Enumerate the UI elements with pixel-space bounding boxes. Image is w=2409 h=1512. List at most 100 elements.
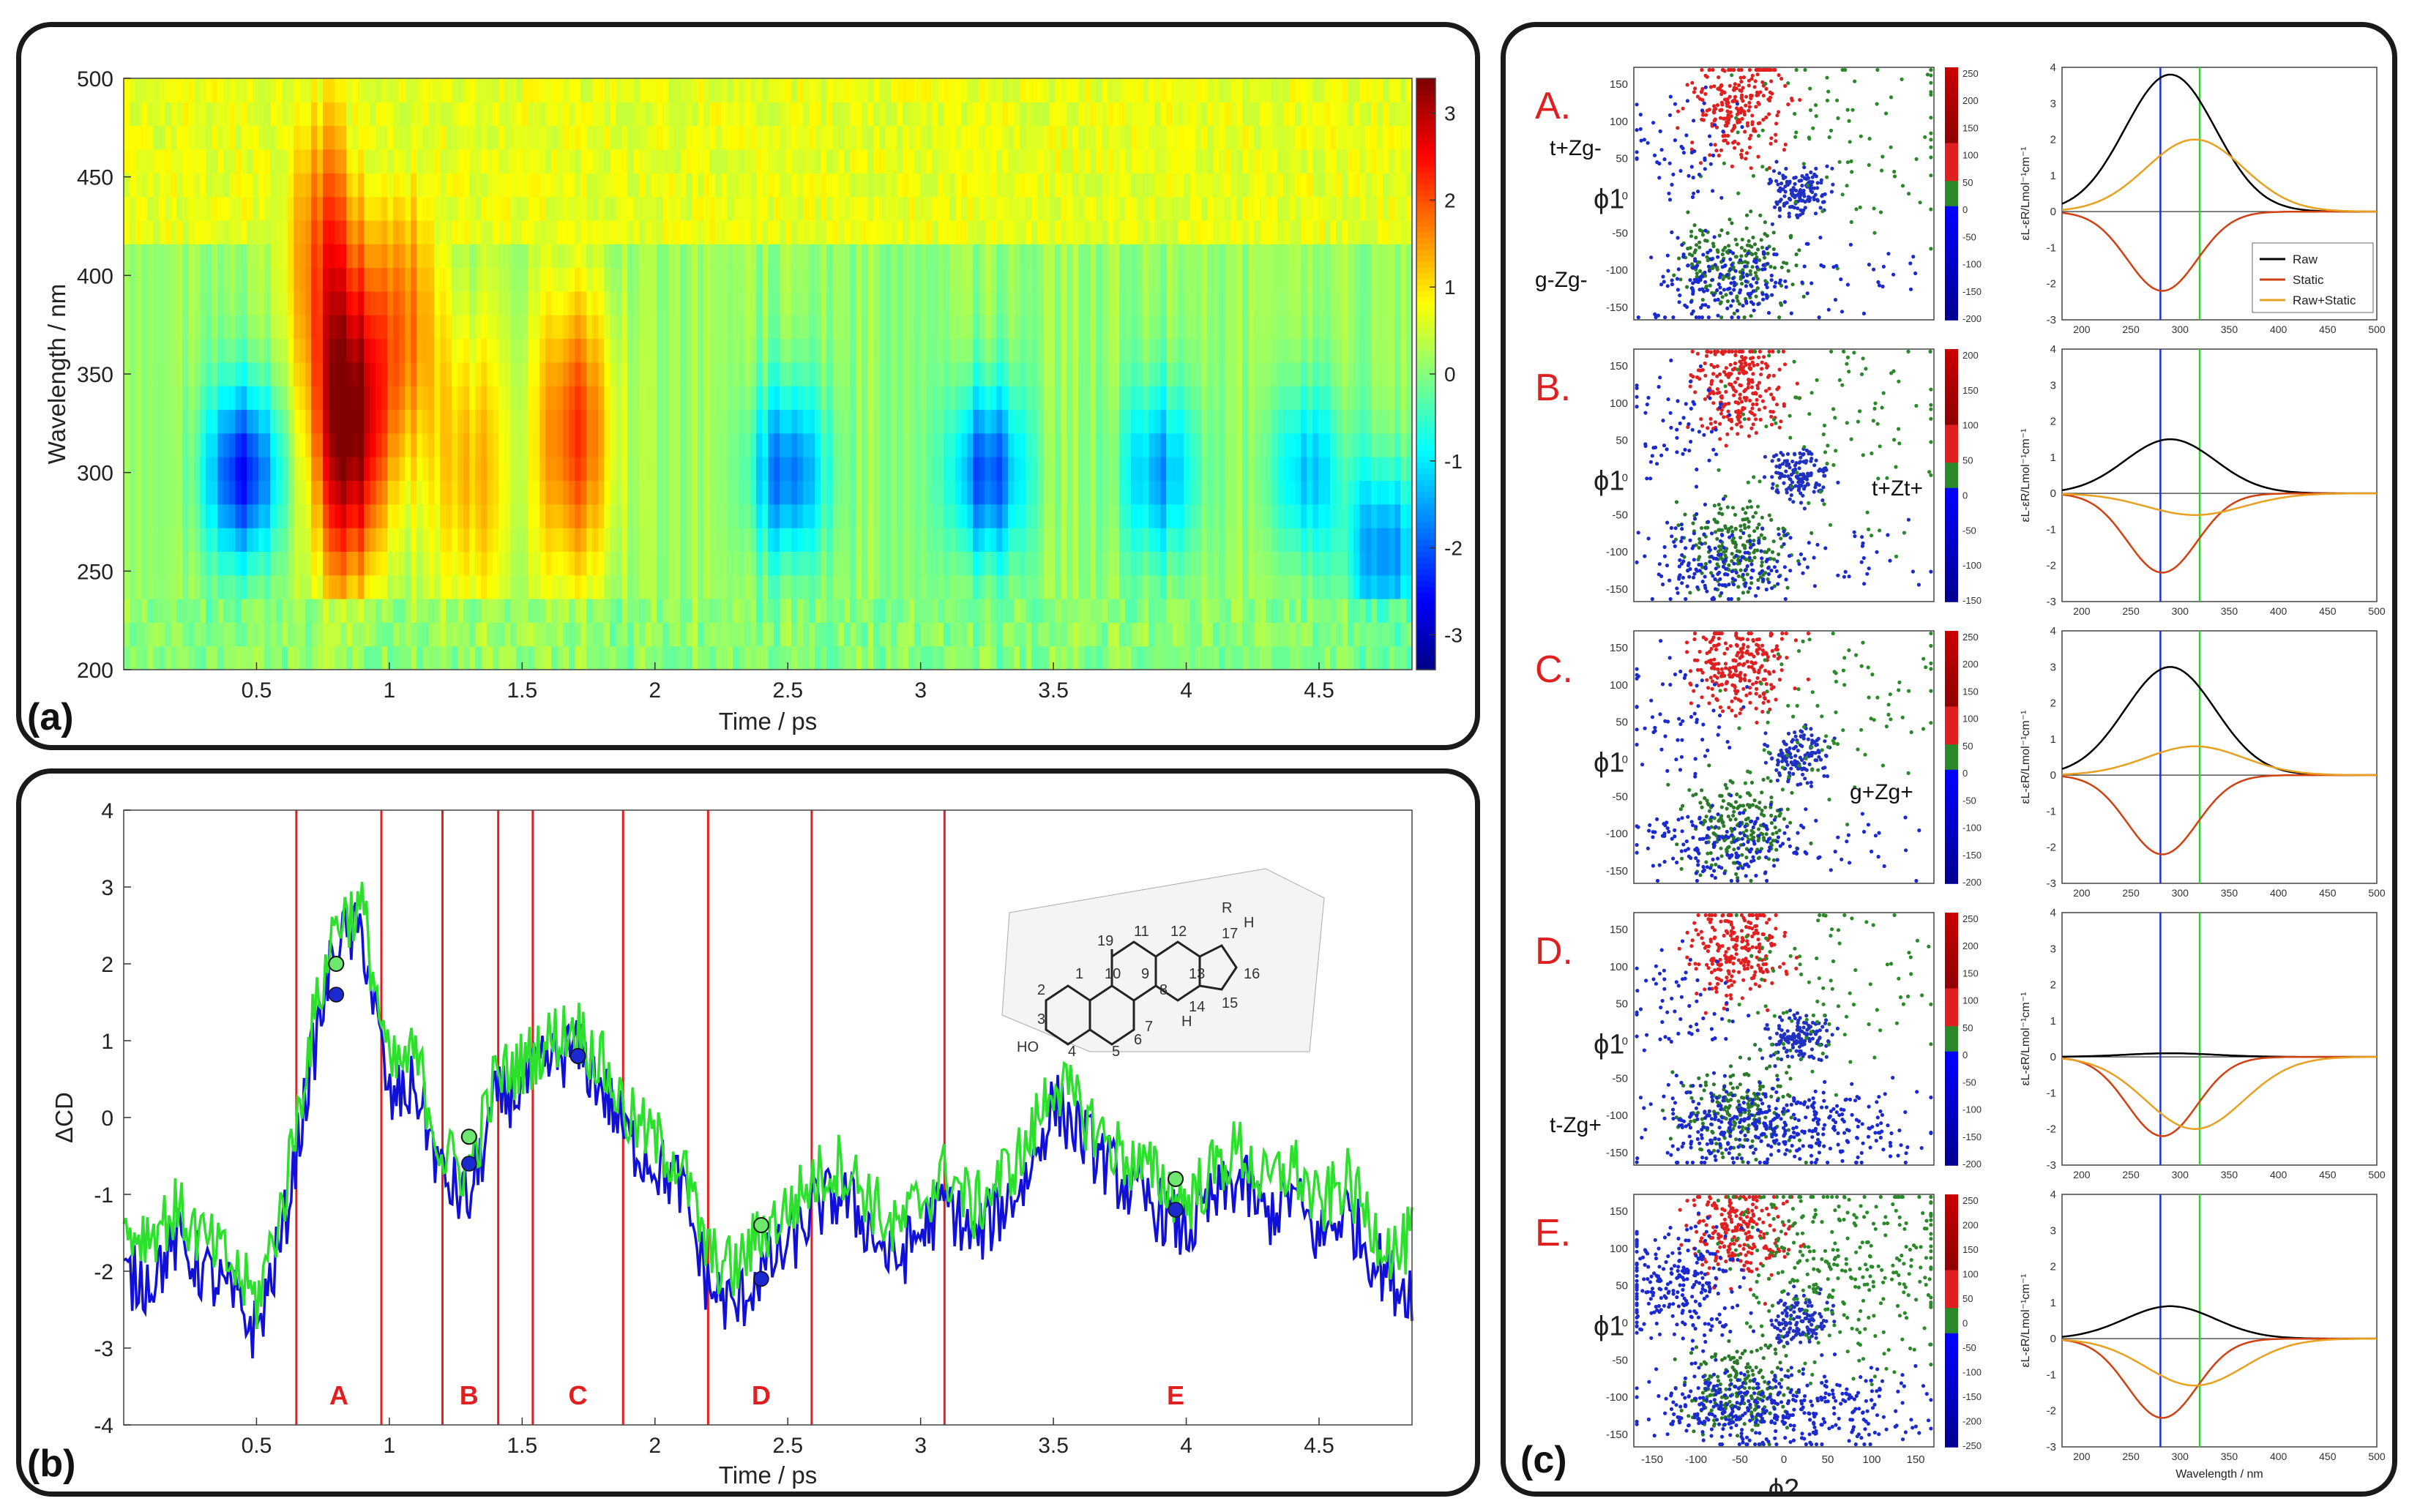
heatmap-cell (1072, 457, 1079, 481)
heatmap-cell (159, 504, 165, 528)
heatmap-cell (182, 504, 189, 528)
heatmap-cell (985, 622, 991, 647)
heatmap-cell (862, 386, 868, 411)
heatmap-cell (1154, 575, 1161, 599)
heatmap-cell (1096, 599, 1102, 623)
heatmap-cell (317, 78, 324, 102)
heatmap-cell (130, 244, 136, 269)
heatmap-cell (891, 433, 897, 457)
heatmap-cell (153, 338, 160, 363)
heatmap-cell (299, 386, 306, 411)
heatmap-cell (1096, 528, 1102, 552)
heatmap-cell (621, 551, 628, 576)
heatmap-cell (1248, 78, 1255, 102)
heatmap-cell (352, 362, 359, 386)
heatmap-cell (498, 409, 505, 434)
heatmap-cell (475, 645, 482, 670)
heatmap-cell (1049, 291, 1056, 315)
heatmap-cell (692, 149, 698, 173)
heatmap-cell (938, 291, 944, 315)
heatmap-cell (481, 457, 488, 481)
heatmap-cell (698, 575, 704, 599)
heatmap-cell (411, 102, 417, 127)
heatmap-cell (270, 386, 277, 411)
heatmap-cell (1131, 386, 1138, 411)
heatmap-cell (417, 125, 423, 150)
heatmap-cell (1201, 149, 1208, 173)
heatmap-cell (563, 102, 569, 127)
heatmap-cell (487, 102, 493, 127)
heatmap-cell (1149, 480, 1155, 505)
heatmap-cell (1049, 409, 1056, 434)
heatmap-cell (165, 291, 171, 315)
heatmap-cell (1055, 338, 1061, 363)
heatmap-cell (1277, 433, 1284, 457)
heatmap-cell (1037, 78, 1044, 102)
heatmap-cell (135, 575, 142, 599)
heatmap-cell (352, 78, 359, 102)
heatmap-cell (305, 149, 312, 173)
heatmap-cell (932, 575, 938, 599)
heatmap-cell (317, 480, 324, 505)
heatmap-cell (715, 645, 722, 670)
heatmap-cell (973, 220, 979, 244)
heatmap-cell (967, 149, 974, 173)
heatmap-cell (1049, 386, 1056, 411)
heatmap-cell (294, 551, 300, 576)
heatmap-cell (270, 196, 277, 221)
heatmap-cell (903, 338, 909, 363)
heatmap-cell (282, 504, 288, 528)
heatmap-cell (1026, 457, 1032, 481)
heatmap-cell (153, 315, 160, 340)
heatmap-cell (1137, 622, 1143, 647)
heatmap-cell (885, 575, 892, 599)
heatmap-cell (1230, 575, 1237, 599)
heatmap-cell (873, 528, 880, 552)
heatmap-cell (194, 149, 201, 173)
heatmap-cell (1037, 622, 1044, 647)
heatmap-cell (1248, 125, 1255, 150)
heatmap-cell (996, 409, 1003, 434)
heatmap-cell (346, 149, 353, 173)
heatmap-cell (926, 362, 933, 386)
heatmap-cell (750, 291, 757, 315)
heatmap-cell (130, 457, 136, 481)
heatmap-cell (733, 220, 739, 244)
heatmap-cell (780, 196, 786, 221)
heatmap-cell (1031, 575, 1038, 599)
heatmap-cell (1178, 338, 1184, 363)
heatmap-cell (276, 173, 283, 198)
heatmap-cell (557, 362, 564, 386)
heatmap-cell (739, 480, 745, 505)
heatmap-cell (1061, 433, 1067, 457)
heatmap-cell (1143, 433, 1149, 457)
heatmap-cell (903, 551, 909, 576)
heatmap-cell (282, 149, 288, 173)
heatmap-cell (1219, 291, 1225, 315)
heatmap-cell (1289, 645, 1296, 670)
heatmap-cell (452, 409, 458, 434)
heatmap-cell (188, 480, 195, 505)
heatmap-cell (1248, 457, 1255, 481)
heatmap-cell (1160, 338, 1167, 363)
heatmap-cell (1149, 457, 1155, 481)
heatmap-cell (1195, 102, 1202, 127)
heatmap-cell (446, 78, 452, 102)
heatmap-cell (686, 480, 692, 505)
heatmap-cell (411, 433, 417, 457)
heatmap-cell (463, 291, 470, 315)
heatmap-cell (1266, 173, 1272, 198)
heatmap-cell (1008, 362, 1015, 386)
heatmap-cell (862, 244, 868, 269)
heatmap-cell (317, 338, 324, 363)
heatmap-cell (124, 338, 130, 363)
heatmap-cell (194, 267, 201, 292)
heatmap-cell (1219, 433, 1225, 457)
heatmap-cell (838, 149, 845, 173)
heatmap-cell (891, 528, 897, 552)
heatmap-cell (621, 386, 628, 411)
heatmap-cell (692, 196, 698, 221)
heatmap-cell (417, 220, 423, 244)
heatmap-cell (200, 528, 206, 552)
heatmap-cell (317, 457, 324, 481)
